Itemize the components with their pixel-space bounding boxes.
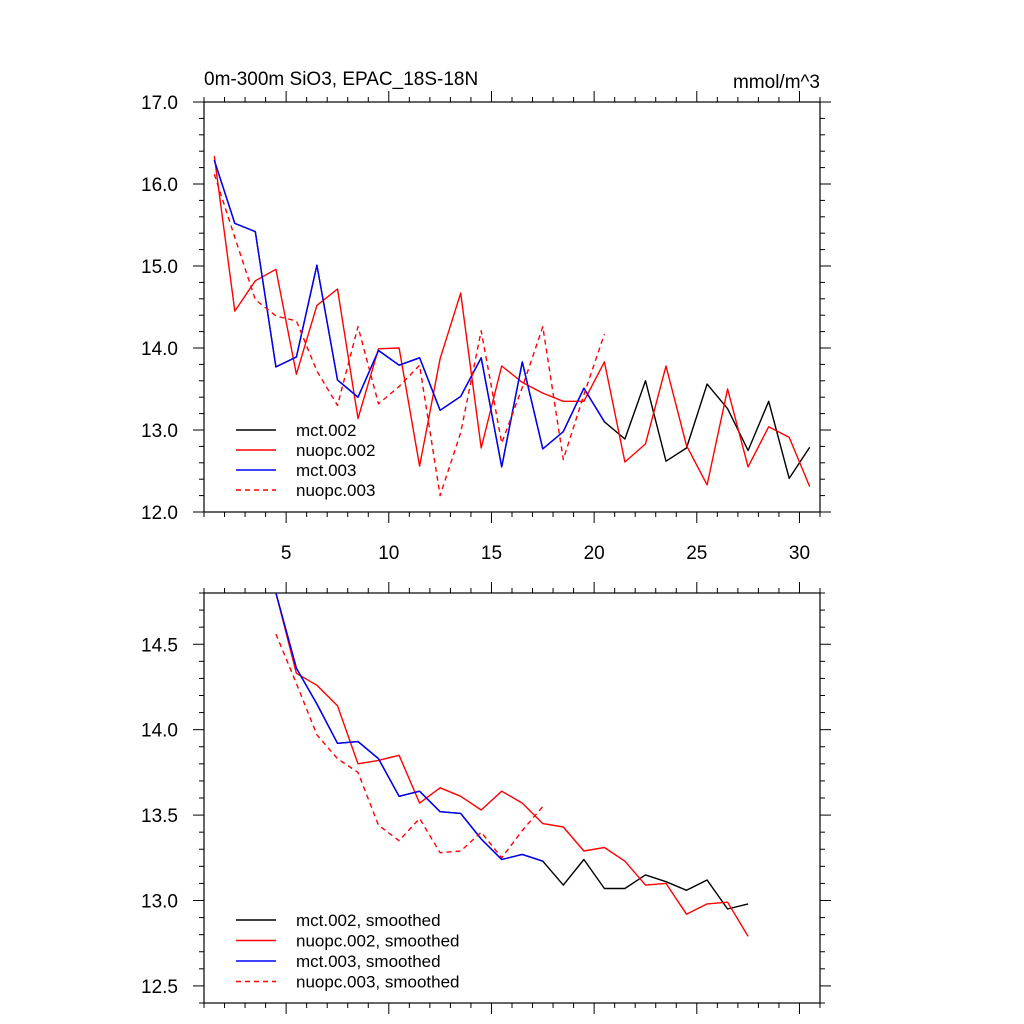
- legend-label: mct.003: [296, 461, 356, 480]
- y-tick-label: 13.5: [141, 806, 178, 827]
- series-line-mct-002-smoothed: [275, 593, 749, 910]
- y-tick-label: 13.0: [141, 421, 178, 442]
- y-tick-label: 14.0: [141, 339, 178, 360]
- x-tick-label: 5: [281, 543, 292, 564]
- top-panel-chart: 0m-300m SiO3, EPAC_18S-18N mmol/m^3 5 10 1…: [141, 69, 831, 564]
- legend-label: nuopc.003: [296, 481, 375, 500]
- legend-label: nuopc.002, smoothed: [296, 932, 460, 951]
- legend: mct.002, smoothed nuopc.002, smoothedmct.…: [236, 911, 460, 992]
- units-label: mmol/m^3: [733, 72, 820, 93]
- series-line-nuopc-002: [213, 156, 811, 487]
- x-tick-label: 10: [378, 543, 399, 564]
- series-line-nuopc-003-smoothed: [275, 633, 544, 859]
- series-line-nuopc-003: [213, 173, 606, 497]
- legend-label: mct.002: [296, 421, 356, 440]
- series-line-mct-003: [213, 159, 605, 468]
- x-tick-label: 30: [789, 543, 810, 564]
- y-tick-label: 12.0: [141, 503, 178, 524]
- series-lines: [275, 593, 749, 937]
- legend-label: nuopc.003, smoothed: [296, 973, 460, 992]
- legend-label: mct.002, smoothed: [296, 911, 441, 930]
- y-tick-label: 12.5: [141, 977, 178, 998]
- chart-title: 0m-300m SiO3, EPAC_18S-18N: [204, 69, 478, 90]
- series-line-mct-003-smoothed: [275, 593, 544, 862]
- x-tick-label: 25: [686, 543, 707, 564]
- bottom-panel-chart: 12.5 13.0 13.5 14.0 14.5 mct.002, smoothed nuo…: [141, 582, 831, 1014]
- y-tick-label: 14.5: [141, 635, 178, 656]
- series-lines: [213, 156, 811, 497]
- x-tick-label: 20: [584, 543, 605, 564]
- legend-label: mct.003, smoothed: [296, 952, 441, 971]
- y-tick-label: 16.0: [141, 175, 178, 196]
- legend-label: nuopc.002: [296, 441, 375, 460]
- y-tick-label: 15.0: [141, 257, 178, 278]
- x-tick-label: 15: [481, 543, 502, 564]
- y-tick-label: 14.0: [141, 721, 178, 742]
- y-tick-label: 13.0: [141, 892, 178, 913]
- series-line-nuopc-002-smoothed: [275, 593, 749, 937]
- y-tick-label: 17.0: [141, 93, 178, 114]
